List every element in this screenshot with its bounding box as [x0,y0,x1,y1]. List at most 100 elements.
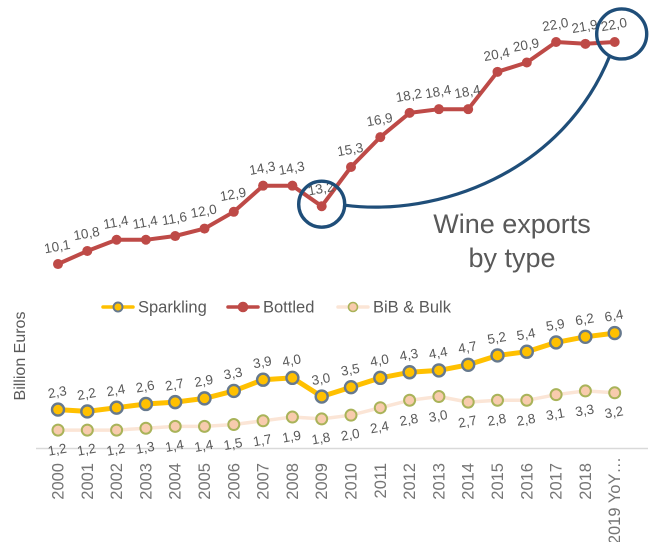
bib-bulk-value-label: 1,5 [222,435,243,453]
bottled-marker [404,107,415,118]
annotation-connector-curve [343,54,612,209]
chart-title: Wine exports by type [433,209,591,273]
bottled-marker [433,104,444,115]
sparkling-value-label: 3,9 [252,353,273,371]
sparkling-marker [373,370,388,386]
bottled-marker [551,36,562,47]
x-axis-label: 2017 [548,463,566,500]
bib-bulk-marker [227,418,241,432]
legend-item-bib-bulk: BiB & Bulk [336,299,452,317]
bib-bulk-marker [608,386,622,400]
bib-bulk-value-label: 1,9 [281,428,302,446]
x-axis-label: 2014 [460,463,478,500]
bib-bulk-series [51,384,622,437]
bottled-legend-marker [237,301,249,313]
bib-bulk-value-label: 1,2 [76,441,97,459]
bottled-marker [258,180,269,191]
bottled-marker [140,234,151,245]
bib-bulk-value-label: 1,4 [164,437,186,455]
bottled-value-label: 18,4 [453,82,482,101]
bib-bulk-marker [344,408,358,422]
bib-bulk-value-label: 3,1 [545,405,566,423]
bib-bulk-marker [285,410,299,424]
sparkling-marker [80,404,95,419]
sparkling-marker [490,348,505,363]
annotation-circle-2019 [595,7,649,61]
legend-item-sparkling: Sparkling [101,299,207,317]
bib-bulk-value-label: 2,7 [457,413,478,431]
sparkling-value-label: 2,4 [105,381,127,399]
bottled-value-label: 14,3 [277,159,305,178]
sparkling-marker [578,329,593,345]
sparkling-value-label: 5,4 [515,325,537,343]
sparkling-value-label: 2,7 [164,376,185,394]
sparkling-value-labels: 2,3 2,2 2,4 2,6 2,7 2,9 3,3 3,9 4,0 3,0 3,5 4,0 4,3 4… [47,307,625,403]
sparkling-value-label: 3,3 [222,364,243,382]
bottled-legend-label: Bottled [263,299,314,317]
sparkling-marker [343,379,359,395]
bib-bulk-value-label: 1,2 [105,441,126,459]
bib-bulk-value-label: 1,3 [135,439,156,457]
sparkling-value-label: 3,0 [310,370,331,388]
sparkling-marker [167,394,183,410]
bib-bulk-marker [198,419,211,433]
sparkling-value-label: 4,3 [398,346,419,364]
x-axis-label: 2003 [137,463,155,500]
x-axis-label: 2004 [167,463,185,500]
bib-bulk-legend-marker [347,301,359,313]
sparkling-marker [548,335,564,350]
bottled-marker [111,234,122,245]
x-axis-label: 2001 [79,463,97,500]
bottled-value-label: 11,6 [161,209,189,228]
sparkling-value-label: 4,0 [281,351,302,369]
bottled-marker [609,36,620,47]
x-axis-label: 2010 [343,463,361,500]
bib-bulk-value-label: 3,0 [428,407,449,425]
bib-bulk-marker [491,393,504,407]
x-axis-label: 2018 [577,463,595,500]
sparkling-value-label: 2,6 [135,378,156,396]
annotation-circle-2009 [297,179,347,229]
x-axis-label: 2009 [313,463,331,500]
x-axis-label: 2006 [225,463,243,500]
bottled-value-labels: 10,110,811,4 11,4 11,6 12,012,914,3 14,313,2… [43,15,628,256]
bib-bulk-value-label: 2,4 [369,418,391,436]
bottled-value-label: 22,0 [600,15,628,34]
bib-bulk-value-label: 3,2 [603,403,624,421]
bib-bulk-value-label: 3,3 [574,401,595,419]
x-axis-label: 2000 [50,463,68,500]
bottled-value-label: 14,3 [248,159,276,178]
bib-bulk-marker [403,393,417,407]
sparkling-value-label: 4,4 [428,344,450,362]
bib-bulk-marker [432,390,446,404]
sparkling-value-label: 4,7 [457,338,478,356]
bottled-value-label: 21,9 [570,17,598,36]
bib-bulk-value-label: 2,8 [515,411,536,429]
bottled-marker [463,104,474,115]
bib-bulk-value-label: 2,8 [398,411,419,429]
bib-bulk-marker [315,412,329,426]
bottled-marker [375,132,386,143]
x-axis-label: 2013 [430,463,448,500]
sparkling-marker [314,389,329,404]
sparkling-value-label: 6,2 [574,310,595,328]
sparkling-marker [402,365,417,380]
bib-bulk-marker [578,384,592,398]
bottled-marker [521,57,532,68]
bottled-value-label: 22,0 [541,15,569,34]
sparkling-value-label: 2,3 [47,383,68,401]
sparkling-marker [461,357,476,372]
bottled-value-label: 18,2 [395,86,423,105]
sparkling-marker [50,402,66,417]
bottled-value-label: 15,3 [336,140,364,159]
bottled-value-label: 20,4 [482,45,511,64]
bib-bulk-marker [51,423,65,437]
sparkling-value-label: 5,2 [486,329,507,347]
bottled-value-label: 20,9 [512,35,540,54]
bib-bulk-marker [256,414,270,428]
sparkling-marker [138,396,154,412]
sparkling-marker [285,370,300,386]
bib-bulk-value-label: 1,8 [310,429,331,447]
